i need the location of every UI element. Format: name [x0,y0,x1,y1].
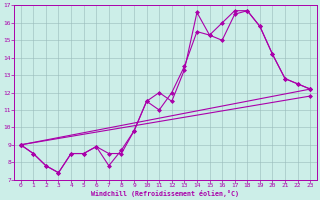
X-axis label: Windchill (Refroidissement éolien,°C): Windchill (Refroidissement éolien,°C) [92,190,239,197]
